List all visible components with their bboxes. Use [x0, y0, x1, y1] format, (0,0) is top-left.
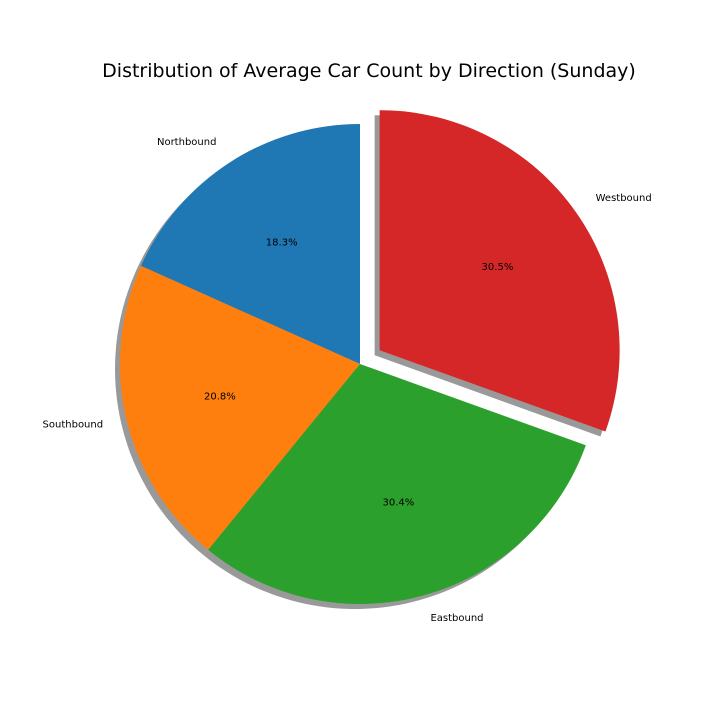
slice-label-eastbound: Eastbound — [430, 613, 483, 624]
slice-westbound — [379, 110, 620, 432]
slice-label-northbound: Northbound — [157, 137, 216, 148]
slice-percent-eastbound: 30.4% — [383, 497, 415, 508]
slice-percent-northbound: 18.3% — [266, 238, 298, 249]
slice-northbound — [140, 124, 360, 364]
slice-percent-westbound: 30.5% — [482, 262, 514, 273]
chart-title: Distribution of Average Car Count by Dir… — [102, 60, 636, 82]
pie-slice-layer — [119, 110, 620, 605]
slice-label-westbound: Westbound — [596, 193, 652, 204]
slice-eastbound — [208, 364, 586, 605]
pie-label-layer: Northbound 18.3% Southbound 20.8% Eastbound 3… — [43, 137, 652, 624]
slice-label-southbound: Southbound — [43, 419, 104, 430]
slice-southbound — [119, 265, 360, 550]
slice-percent-southbound: 20.8% — [204, 392, 236, 403]
